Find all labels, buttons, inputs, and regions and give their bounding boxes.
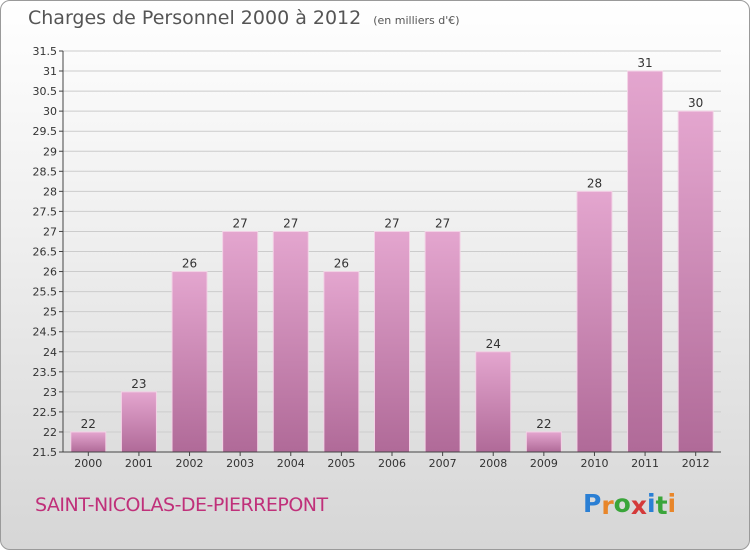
bar: [374, 230, 410, 453]
value-label: 27: [435, 216, 450, 230]
bar: [627, 70, 664, 453]
title-text: Charges de Personnel 2000 à 2012: [28, 7, 362, 29]
bar: [475, 351, 512, 453]
x-tick-label: 2006: [378, 457, 406, 470]
y-tick-label: 21.5: [33, 446, 58, 459]
y-tick-label: 30: [43, 105, 57, 118]
value-label: 30: [688, 96, 703, 110]
logo-letter: t: [655, 491, 668, 520]
y-tick-label: 22: [43, 426, 57, 439]
y-tick-label: 25.5: [33, 286, 58, 299]
value-label: 27: [233, 216, 248, 230]
x-tick-label: 2000: [74, 457, 102, 470]
logo-letter: i: [667, 489, 677, 518]
x-tick-label: 2011: [631, 457, 659, 470]
bar: [525, 431, 562, 453]
y-tick-label: 24.5: [33, 326, 58, 339]
y-tick-label: 26: [43, 266, 57, 279]
y-tick-label: 29.5: [33, 125, 58, 138]
value-label: 22: [81, 417, 96, 431]
bar: [70, 431, 107, 453]
x-tick-label: 2001: [125, 457, 153, 470]
x-tick-label: 2008: [479, 457, 507, 470]
value-label: 23: [131, 377, 146, 391]
y-tick-label: 30.5: [33, 85, 58, 98]
y-tick-label: 23.5: [33, 366, 58, 379]
bar: [576, 190, 613, 453]
commune-name: SAINT-NICOLAS-DE-PIERREPONT: [35, 494, 328, 516]
bar: [120, 391, 157, 453]
y-tick-label: 31: [43, 65, 57, 78]
y-tick-label: 27: [43, 225, 57, 238]
x-tick-label: 2010: [580, 457, 608, 470]
x-tick-label: 2007: [429, 457, 457, 470]
bars: [70, 70, 714, 453]
axes: 21.5 22 22.5 23 23.5 24 24.5 25 25.5 26 26.5 27 27.5…: [33, 45, 721, 470]
value-label: 22: [536, 417, 551, 431]
x-tick-label: 2004: [277, 457, 305, 470]
x-tick-label: 2009: [530, 457, 558, 470]
x-tick-label: 2012: [682, 457, 710, 470]
x-tick-label: 2005: [327, 457, 355, 470]
logo-letter: x: [630, 491, 647, 520]
bar: [677, 110, 714, 453]
y-tick-label: 22.5: [33, 406, 58, 419]
y-tick-label: 24: [43, 346, 57, 359]
bar: [323, 271, 360, 453]
logo-letter: r: [601, 491, 614, 520]
proxiti-logo: Proxiti: [583, 489, 677, 520]
value-labels: 22 23 26 27 27 26 27 27 24 22 28 31 30: [81, 56, 704, 431]
value-label: 31: [637, 56, 652, 70]
logo-letter: i: [647, 489, 656, 518]
chart-title: Charges de Personnel 2000 à 2012 (en mill…: [28, 7, 460, 29]
bar: [171, 271, 208, 453]
y-tick-label: 31.5: [33, 45, 58, 58]
value-label: 27: [283, 216, 298, 230]
logo-letter: P: [583, 489, 602, 518]
value-label: 27: [384, 216, 399, 230]
x-tick-label: 2003: [226, 457, 254, 470]
x-tick-label: 2002: [176, 457, 204, 470]
value-label: 26: [334, 257, 349, 271]
y-tick-label: 28.5: [33, 165, 58, 178]
bar: [424, 230, 461, 453]
y-tick-label: 23: [43, 386, 57, 399]
bar: [272, 230, 309, 453]
y-tick-label: 28: [43, 185, 57, 198]
logo-letter: o: [613, 489, 631, 518]
bar: [222, 230, 259, 453]
value-label: 26: [182, 257, 197, 271]
y-tick-label: 26.5: [33, 246, 58, 259]
chart-subtitle: (en milliers d'€): [373, 14, 460, 27]
y-tick-label: 29: [43, 145, 57, 158]
value-label: 28: [587, 176, 602, 190]
y-tick-label: 27.5: [33, 205, 58, 218]
value-label: 24: [486, 337, 501, 351]
y-tick-label: 25: [43, 306, 57, 319]
